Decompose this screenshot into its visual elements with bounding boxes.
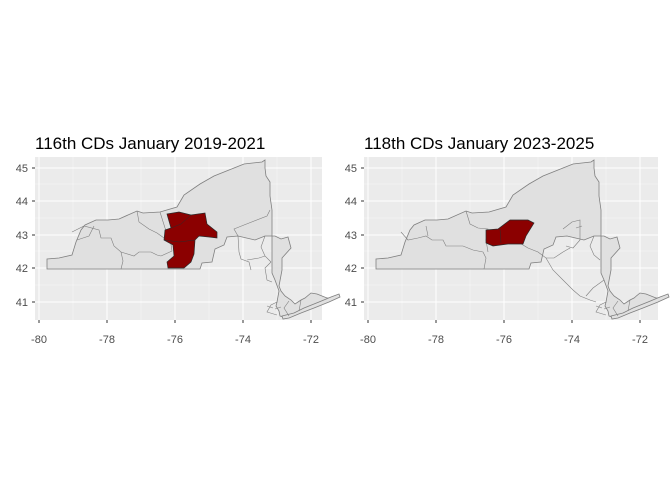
x-tick-label: -72	[632, 334, 648, 346]
highlighted-district	[485, 219, 535, 247]
y-tick-label: 42	[16, 263, 28, 275]
y-tick-labels: 45 44 43 42 41	[16, 163, 28, 309]
y-tick-labels: 45 44 43 42 41	[345, 163, 357, 309]
ny-state-map	[46, 159, 341, 320]
panel-title: 116th CDs January 2019-2021	[35, 134, 265, 153]
x-tick-label: -80	[360, 334, 376, 346]
y-tick-label: 45	[345, 163, 357, 175]
y-tick-label: 44	[345, 196, 357, 208]
x-tick-label: -72	[303, 334, 319, 346]
axis-ticks	[361, 167, 641, 323]
y-tick-label: 42	[345, 263, 357, 275]
x-tick-label: -80	[31, 334, 47, 346]
axis-ticks	[32, 167, 312, 323]
ny-state-map	[375, 159, 670, 320]
panel-title: 118th CDs January 2023-2025	[364, 134, 594, 153]
x-tick-label: -74	[564, 334, 580, 346]
x-tick-label: -78	[99, 334, 115, 346]
y-tick-label: 41	[345, 297, 357, 309]
highlighted-district	[163, 211, 218, 269]
panel-116: 116th CDs January 2019-2021	[16, 134, 341, 346]
x-tick-label: -74	[235, 334, 251, 346]
x-tick-label: -78	[428, 334, 444, 346]
y-tick-label: 43	[345, 230, 357, 242]
y-tick-label: 43	[16, 230, 28, 242]
y-tick-label: 45	[16, 163, 28, 175]
x-tick-labels: -80 -78 -76 -74 -72	[360, 334, 648, 346]
x-tick-label: -76	[167, 334, 183, 346]
x-tick-labels: -80 -78 -76 -74 -72	[31, 334, 319, 346]
x-tick-label: -76	[496, 334, 512, 346]
y-tick-label: 44	[16, 196, 28, 208]
panel-118: 118th CDs January 2023-2025	[345, 134, 670, 346]
y-tick-label: 41	[16, 297, 28, 309]
